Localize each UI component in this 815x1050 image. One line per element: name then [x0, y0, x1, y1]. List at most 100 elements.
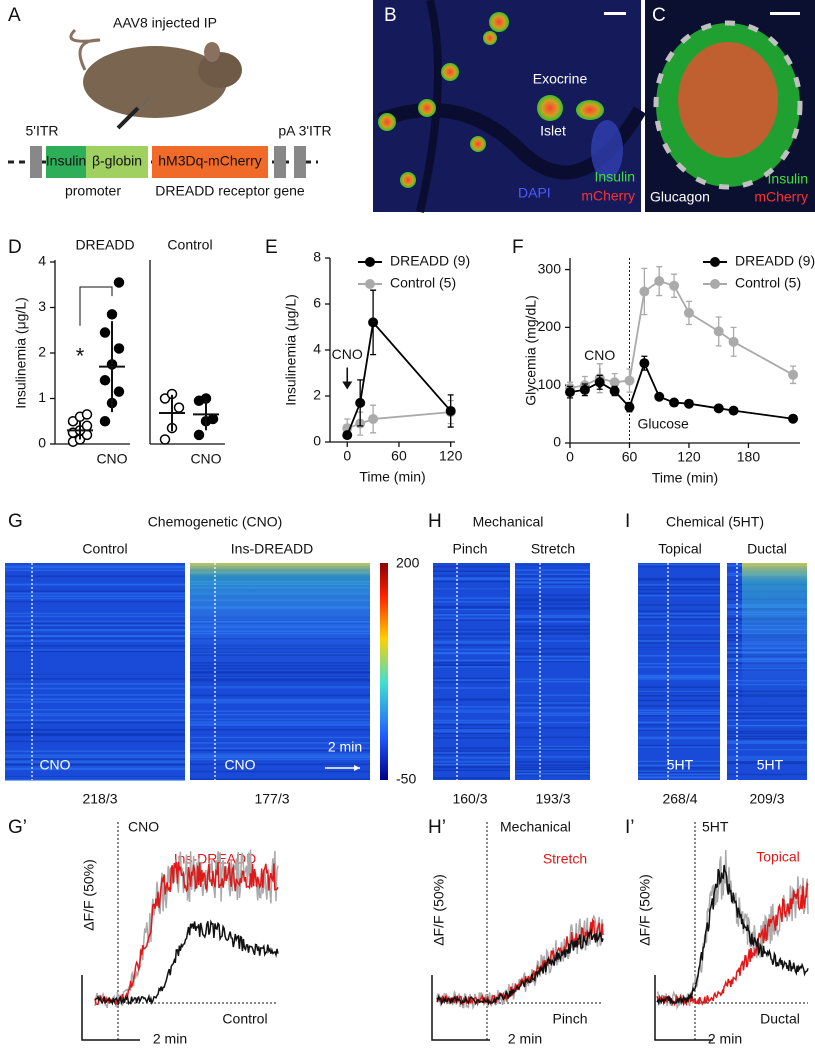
heatmap-row: [433, 617, 510, 620]
image-label: Insulin: [595, 169, 635, 185]
heatmap-row: [433, 753, 510, 756]
heatmap-row: [638, 711, 720, 714]
map-title: Control: [82, 541, 127, 557]
cell-count: 193/3: [535, 791, 570, 807]
data-point: [81, 409, 93, 420]
scale-bar: [81, 975, 140, 1041]
heatmap-row: [638, 709, 720, 711]
traces: [81, 822, 809, 1041]
heatmap-row: [638, 744, 720, 747]
data-point: [579, 384, 590, 395]
heatmap-row: [638, 584, 720, 586]
heatmap-row: [190, 747, 370, 750]
heatmap-row: [638, 604, 720, 606]
heatmap-row: [638, 724, 720, 726]
data-point: [106, 309, 118, 320]
heatmap-row: [5, 728, 185, 731]
heatmap-row: [5, 763, 185, 765]
heatmap-row: [190, 694, 370, 697]
heatmap-row: [5, 575, 185, 577]
heatmap-row: [5, 701, 185, 703]
y-tick-label: 6: [313, 295, 321, 311]
y-tick-label: 4: [313, 341, 321, 357]
heatmap-row: [638, 771, 720, 774]
panel-title: AAV8 injected IP: [113, 15, 217, 31]
heatmap-row: [638, 634, 720, 636]
heatmap-row: [5, 615, 185, 618]
heatmap: [433, 563, 510, 780]
legend-label: Control (5): [390, 275, 456, 291]
x-tick-label: 120: [677, 449, 701, 465]
cell-count: 209/3: [749, 791, 784, 807]
marker-label: Mechanical: [500, 819, 571, 835]
heatmap-row: [433, 575, 510, 577]
heatmap-row: [5, 714, 185, 717]
mouse: [69, 28, 242, 130]
heatmap-row: [433, 663, 510, 666]
heatmap-row: [190, 722, 370, 724]
heatmap-row: [515, 648, 590, 650]
heatmap-row: [727, 732, 807, 734]
heatmap-row: [190, 701, 370, 704]
heatmap-row: [515, 614, 590, 617]
y-tick-label: 100: [538, 376, 562, 392]
heatmap-row: [515, 581, 590, 583]
series-line: [569, 360, 794, 420]
heatmap-row: [638, 577, 720, 580]
data-point: [624, 375, 635, 386]
heatmap-row: [5, 569, 185, 572]
heatmap-row: [5, 709, 185, 711]
heatmap-row: [5, 694, 185, 696]
heatmap-row: [515, 746, 590, 749]
heatmap-row: [433, 706, 510, 708]
heatmap-row: [638, 728, 720, 730]
annotation: CNO: [332, 346, 363, 362]
heatmap-row: [5, 678, 185, 680]
heatmap-row: [5, 733, 185, 736]
data-point: [113, 343, 125, 354]
heatmap-row: [515, 640, 590, 642]
heatmap-row: [433, 729, 510, 731]
heatmap-row: [433, 578, 510, 580]
y-tick-label: 0: [553, 434, 561, 450]
map-marker: 5HT: [757, 757, 784, 773]
heatmap-row: [433, 659, 510, 662]
heatmap-row: [727, 773, 807, 776]
colorbar-label: -50: [396, 771, 416, 787]
heatmap-row: [5, 719, 185, 722]
heatmap-row: [433, 737, 510, 739]
heatmap-row: [515, 770, 590, 772]
heatmap-row: [433, 605, 510, 608]
heatmap-row: [433, 577, 510, 579]
heatmap-row: [727, 759, 807, 761]
legend-marker: [710, 279, 720, 289]
heatmap-row: [638, 588, 720, 591]
heatmap-row: [190, 718, 370, 721]
heatmap-row: [5, 779, 185, 781]
heatmap-row: [5, 622, 185, 625]
heatmap-row: [190, 756, 370, 759]
map-marker: CNO: [224, 757, 255, 773]
heatmap-row: [727, 735, 807, 738]
heatmap-row: [5, 776, 185, 778]
heatmap-row: [515, 768, 590, 771]
heatmap-row: [515, 660, 590, 663]
heatmap-row: [433, 719, 510, 722]
x-tick-label: 0: [566, 449, 574, 465]
heatmap-row: [638, 594, 720, 597]
construct-label: hM3Dq-mCherry: [158, 153, 261, 169]
heatmap-row: [515, 620, 590, 623]
heatmap-row: [5, 758, 185, 760]
panel-label: E: [265, 237, 278, 258]
micrograph: [645, 0, 815, 212]
heatmap-row: [638, 565, 720, 568]
heatmap-row: [638, 586, 720, 588]
series-line: [569, 280, 794, 389]
annotation-arrow: [342, 381, 353, 390]
data-point: [113, 386, 125, 397]
heatmap-row: [5, 592, 185, 595]
heatmap-row: [433, 565, 510, 568]
heatmap-row: [515, 603, 590, 605]
heatmap-row: [638, 764, 720, 767]
heatmap-row: [638, 721, 720, 724]
